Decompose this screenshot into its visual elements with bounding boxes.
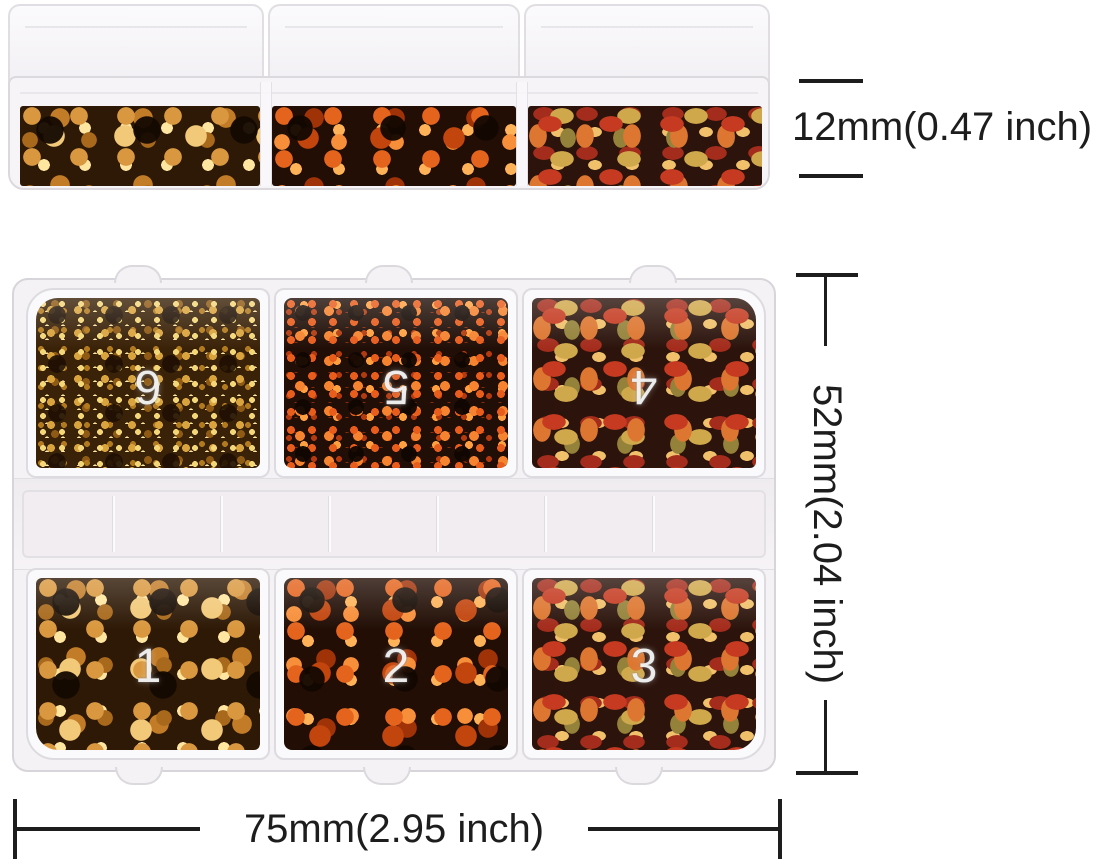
compartment-3: 3 [522,568,766,760]
compartment-6: 6 [26,288,270,478]
hinge-seam [328,496,331,552]
width-tick-right [778,799,782,859]
front-height-label: 52mm(2.04 inch) [805,383,849,685]
side-divider-wall [260,82,272,186]
compartment-number: 2 [382,640,410,694]
side-height-label: 12mm(0.47 inch) [792,105,1093,149]
glitter-maple-leaves: 3 [532,578,756,750]
lid-clasp-tab [363,767,411,785]
glitter-orange-chunky: 2 [284,578,508,750]
hinge-seam [544,496,547,552]
glitter-gold-fine: 6 [36,298,260,468]
compartment-number: 5 [382,360,410,414]
glitter-gold-chunky: 1 [36,578,260,750]
side-divider-wall [516,82,528,186]
lid-clasp-tab [114,265,162,283]
box-hinge-spine [14,478,774,570]
side-glitter-orange [272,106,516,186]
front-height-line-upper [824,276,827,346]
side-glitter-gold [20,106,260,186]
compartment-number: 3 [630,640,658,694]
box-front-view: 6 5 4 1 [12,265,776,785]
glitter-orange-fine: 5 [284,298,508,468]
front-height-line-lower [824,700,827,772]
width-line-left [15,827,200,831]
compartment-number: 4 [630,360,658,414]
compartment-4: 4 [522,288,766,478]
hinge-seam [220,496,223,552]
lid-clasp-tab [365,265,413,283]
front-height-tick-top [796,273,858,277]
compartment-5: 5 [274,288,518,478]
width-label: 75mm(2.95 inch) [243,807,545,851]
lid-clasp-tab [629,265,677,283]
compartment-1: 1 [26,568,270,760]
lid-clasp-tab [115,767,163,785]
side-glitter-maple-leaves [528,106,762,186]
lid-clasp-tab [615,767,663,785]
hinge-seam [112,496,115,552]
hinge-seam [436,496,439,552]
glitter-maple-leaves: 4 [532,298,756,468]
hinge-band [22,490,766,558]
box-side-view [8,4,770,190]
compartment-number: 6 [134,360,162,414]
front-height-tick-bottom [796,771,858,775]
side-height-tick-bottom [799,174,863,178]
compartment-number: 1 [134,640,162,694]
hinge-seam [652,496,655,552]
compartment-2: 2 [274,568,518,760]
width-line-right [588,827,780,831]
side-height-tick-top [799,79,863,83]
